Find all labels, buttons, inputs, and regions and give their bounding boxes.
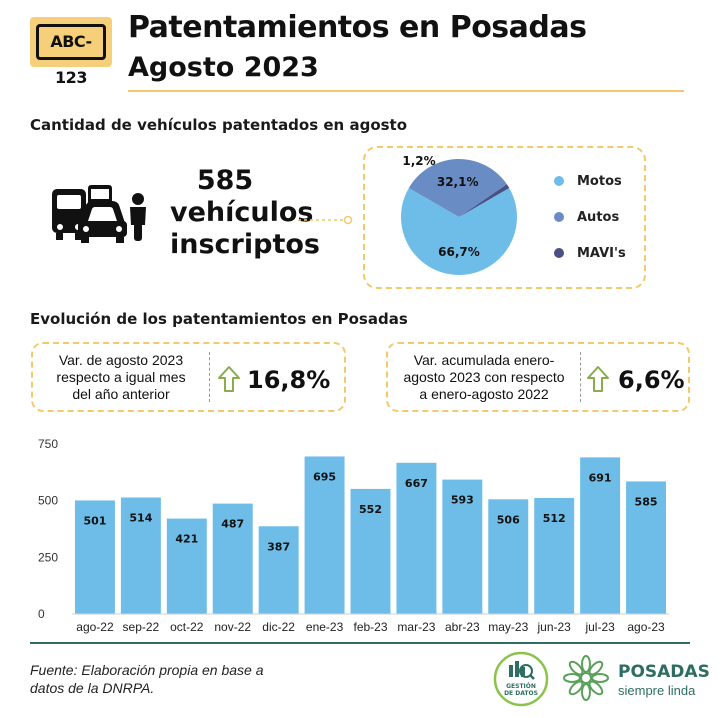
pie-slice-1 bbox=[408, 158, 507, 217]
var-acumulada-line1: Var. acumulada enero- bbox=[413, 352, 555, 368]
bar-value-label: 552 bbox=[359, 503, 382, 516]
legend-marker-0 bbox=[554, 176, 564, 186]
pie-slice-2 bbox=[459, 184, 510, 217]
x-tick-label: sep-22 bbox=[123, 620, 160, 634]
bar-value-label: 506 bbox=[497, 513, 520, 526]
var-acumulada-value: 6,6% bbox=[618, 366, 685, 394]
source-line-2: datos de la DNRPA. bbox=[30, 680, 155, 696]
var-agosto-line1: Var. de agosto 2023 bbox=[58, 352, 184, 368]
badge-line-1: GESTIÓN bbox=[506, 683, 536, 690]
bar-mar-23 bbox=[396, 462, 437, 614]
y-tick-label: 250 bbox=[38, 550, 58, 564]
bar-ago-23 bbox=[626, 481, 667, 614]
pie-label-autos: 32,1% bbox=[437, 175, 479, 189]
x-tick-label: nov-22 bbox=[214, 620, 251, 634]
vehicles-icon bbox=[52, 185, 146, 243]
x-tick-label: oct-22 bbox=[170, 620, 204, 634]
legend-marker-1 bbox=[554, 212, 564, 222]
bar-value-label: 593 bbox=[451, 494, 474, 507]
bar-value-label: 421 bbox=[175, 533, 198, 546]
x-tick-label: ago-23 bbox=[627, 620, 665, 634]
x-tick-label: jul-23 bbox=[584, 620, 615, 634]
var-agosto-text: Var. de agosto 2023 respecto a igual mes… bbox=[38, 352, 204, 403]
var-agosto-line2: respecto a igual mes bbox=[56, 369, 186, 385]
pie-label-mavi: 1,2% bbox=[402, 154, 435, 168]
posadas-logo-title: POSADAS bbox=[618, 662, 710, 682]
y-tick-label: 0 bbox=[38, 607, 45, 621]
vehicle-count: 585 bbox=[196, 165, 254, 196]
source-line-1: Fuente: Elaboración propia en base a bbox=[30, 662, 264, 678]
x-tick-label: mar-23 bbox=[397, 620, 435, 634]
y-tick-label: 500 bbox=[38, 494, 58, 508]
license-plate-text: ABC-123 bbox=[50, 32, 92, 87]
legend-marker-2 bbox=[554, 248, 564, 258]
legend-label-1: Autos bbox=[577, 210, 619, 225]
license-plate-frame bbox=[36, 24, 106, 60]
bar-value-label: 691 bbox=[589, 471, 612, 484]
page-title: Patentamientos en Posadas bbox=[128, 10, 587, 45]
bar-value-label: 667 bbox=[405, 477, 428, 490]
pie-slice-0 bbox=[401, 187, 517, 276]
bar-chart: 0 250 500 750 501 ago-22 514 sep-22 421 oct-22 487… bbox=[38, 437, 669, 634]
bar-value-label: 695 bbox=[313, 470, 336, 483]
page-subtitle: Agosto 2023 bbox=[128, 52, 319, 83]
x-tick-label: feb-23 bbox=[353, 620, 387, 634]
var-agosto-line3: del año anterior bbox=[72, 386, 170, 402]
card2-divider bbox=[580, 352, 581, 402]
x-tick-label: may-23 bbox=[488, 620, 528, 634]
x-tick-label: jun-23 bbox=[537, 620, 572, 634]
var-acumulada-card bbox=[386, 342, 690, 412]
section-title-agosto: Cantidad de vehículos patentados en agos… bbox=[30, 116, 408, 134]
badge-line-2: DE DATOS bbox=[504, 690, 538, 697]
bar-value-label: 514 bbox=[129, 511, 152, 524]
legend-label-2: MAVI's bbox=[577, 246, 626, 261]
gestion-datos-badge-icon: GESTIÓN DE DATOS bbox=[493, 651, 549, 707]
x-tick-label: abr-23 bbox=[445, 620, 480, 634]
bar-value-label: 501 bbox=[83, 514, 106, 527]
legend-label-0: Motos bbox=[577, 174, 622, 189]
var-acumulada-line2: agosto 2023 con respecto bbox=[403, 369, 565, 385]
pie-chart-box bbox=[363, 146, 646, 289]
pie-chart: 66,7% 32,1%1,2% Motos Autos MAVI's bbox=[401, 154, 626, 276]
y-tick-label: 750 bbox=[38, 437, 58, 451]
arrow-up-icon bbox=[587, 366, 609, 392]
bar-value-label: 387 bbox=[267, 540, 290, 553]
x-tick-label: dic-22 bbox=[262, 620, 295, 634]
var-agosto-card bbox=[31, 342, 346, 412]
pie-label-motos: 66,7% bbox=[438, 245, 480, 259]
connector-line bbox=[298, 215, 353, 225]
bar-dic-22 bbox=[258, 526, 299, 614]
card1-divider bbox=[209, 352, 210, 402]
bar-feb-23 bbox=[350, 488, 391, 614]
bar-value-label: 487 bbox=[221, 518, 244, 531]
bar-jun-23 bbox=[534, 497, 575, 614]
bar-value-label: 512 bbox=[543, 512, 566, 525]
bar-ene-23 bbox=[304, 456, 345, 614]
bar-ago-22 bbox=[74, 500, 115, 614]
bar-oct-22 bbox=[166, 518, 207, 614]
var-acumulada-line3: a enero-agosto 2022 bbox=[419, 386, 549, 402]
posadas-logo-subtitle: siempre linda bbox=[618, 683, 696, 698]
source-note: Fuente: Elaboración propia en base a dat… bbox=[30, 661, 264, 697]
posadas-flower-logo-icon bbox=[563, 655, 609, 701]
vehicle-count-label-1: vehículos bbox=[170, 197, 314, 228]
section-title-evolucion: Evolución de los patentamientos en Posad… bbox=[30, 310, 408, 328]
arrow-up-icon bbox=[218, 366, 240, 392]
footer-divider bbox=[30, 642, 690, 644]
x-tick-label: ago-22 bbox=[76, 620, 114, 634]
x-tick-label: ene-23 bbox=[306, 620, 344, 634]
var-agosto-value: 16,8% bbox=[247, 366, 331, 394]
bar-value-label: 585 bbox=[635, 495, 658, 508]
vehicle-count-label-2: inscriptos bbox=[170, 229, 320, 260]
bar-abr-23 bbox=[442, 479, 483, 614]
header-divider bbox=[128, 90, 684, 92]
bar-may-23 bbox=[488, 499, 529, 614]
bar-jul-23 bbox=[580, 457, 621, 614]
bar-nov-22 bbox=[212, 503, 253, 614]
bar-sep-22 bbox=[120, 497, 161, 614]
var-acumulada-text: Var. acumulada enero- agosto 2023 con re… bbox=[392, 352, 576, 403]
